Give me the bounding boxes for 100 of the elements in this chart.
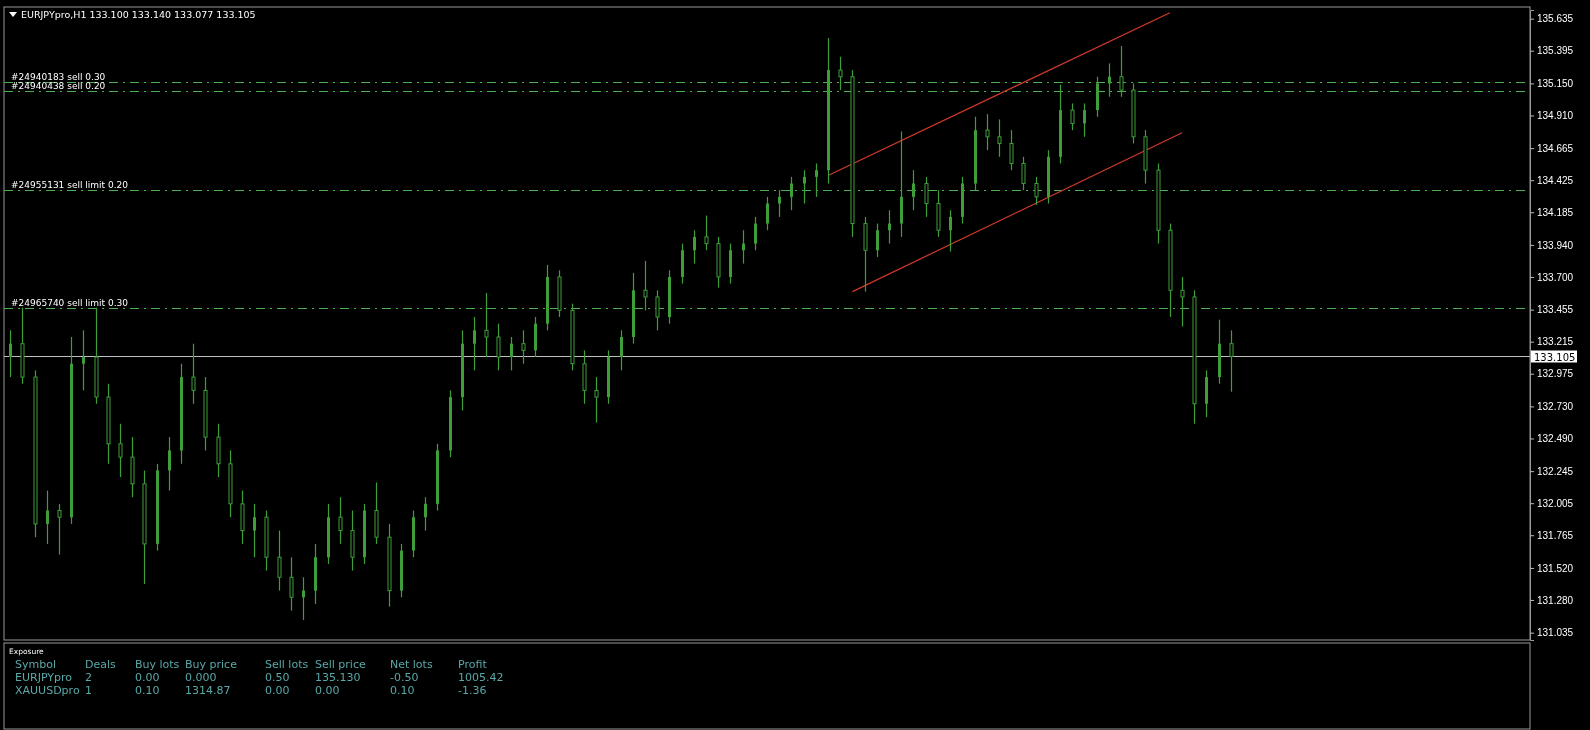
text: 0.50: [265, 671, 290, 684]
candlestick: [1205, 369, 1208, 418]
y-tick-label: 132.730: [1537, 401, 1574, 413]
candlestick: [1009, 129, 1014, 171]
candlestick: [912, 169, 915, 211]
candlestick: [803, 169, 806, 205]
ref-line-label: #24940438 sell 0.20: [11, 80, 106, 91]
text: Deals: [85, 658, 117, 671]
candlestick: [1108, 62, 1111, 98]
candlestick: [461, 329, 464, 412]
y-tick-label: 131.035: [1537, 627, 1574, 639]
chart-title: EURJPYpro,H1 133.100 133.140 133.077 133.105: [21, 9, 256, 20]
text: Sell lots: [265, 658, 309, 671]
text: 0.10: [390, 684, 415, 697]
y-tick-label: 135.395: [1537, 45, 1574, 57]
candlestick: [57, 503, 62, 556]
candlestick: [118, 423, 123, 478]
candlestick: [924, 176, 929, 218]
candlestick: [1059, 84, 1062, 165]
candlestick: [729, 242, 732, 285]
candlestick: [1229, 329, 1234, 393]
text: Buy price: [185, 658, 238, 671]
candlestick: [70, 336, 73, 525]
candlestick: [594, 376, 599, 424]
y-tick-label: 133.700: [1537, 271, 1574, 283]
candlestick: [985, 113, 990, 151]
candlestick: [620, 329, 623, 371]
candlestick: [424, 496, 427, 532]
candlestick: [681, 242, 684, 285]
candlestick: [607, 349, 610, 405]
candlestick: [473, 316, 476, 371]
text: 135.130: [315, 671, 361, 684]
candlestick: [449, 389, 452, 458]
candlestick: [643, 260, 648, 311]
y-tick-label: 131.520: [1537, 562, 1574, 574]
text: -0.50: [390, 671, 419, 684]
y-tick-label: 134.185: [1537, 206, 1574, 218]
candlestick: [888, 209, 891, 245]
y-tick-label: 134.425: [1537, 174, 1574, 186]
y-tick-label: 132.245: [1537, 465, 1574, 477]
text: 0.10: [135, 684, 160, 697]
candlestick: [693, 229, 696, 265]
y-tick-label: 134.910: [1537, 110, 1574, 122]
candlestick: [191, 343, 196, 405]
y-tick-label: 133.455: [1537, 304, 1574, 316]
candlestick: [876, 222, 879, 258]
text: Sell price: [315, 658, 366, 671]
y-tick-label: 132.005: [1537, 497, 1574, 509]
candlestick: [838, 56, 843, 91]
candlestick: [668, 269, 671, 325]
candlestick: [997, 118, 1002, 158]
candlestick: [949, 209, 952, 253]
candlestick: [1034, 176, 1039, 206]
y-tick-label: 133.215: [1537, 336, 1574, 348]
candlestick: [655, 289, 660, 331]
candlestick: [1021, 156, 1026, 191]
ref-line-label: #24955131 sell limit 0.20: [11, 179, 129, 190]
candlestick: [314, 543, 317, 605]
candlestick: [754, 216, 757, 251]
y-tick-label: 132.975: [1537, 368, 1574, 380]
candlestick: [632, 272, 635, 345]
candlestick: [180, 363, 183, 465]
candlestick: [1083, 102, 1086, 138]
text: 0.00: [315, 684, 340, 697]
candlestick: [546, 264, 549, 331]
candlestick: [766, 196, 769, 231]
text: 1: [85, 684, 92, 697]
candlestick: [815, 162, 818, 198]
candlestick: [253, 503, 256, 558]
y-tick-label: 135.150: [1537, 78, 1574, 90]
candlestick: [1119, 45, 1124, 98]
text: Profit: [458, 658, 488, 671]
candlestick: [496, 323, 501, 371]
candlestick: [1180, 276, 1185, 327]
candlestick: [82, 329, 85, 391]
candlestick: [534, 316, 537, 358]
y-tick-label: 133.940: [1537, 239, 1574, 251]
candlestick: [338, 496, 343, 545]
text: 0.00: [135, 671, 160, 684]
y-tick-label: 132.490: [1537, 433, 1574, 445]
ref-line-label: 133.105: [1534, 351, 1576, 363]
y-tick-label: 131.765: [1537, 529, 1574, 541]
candlestick: [521, 329, 526, 365]
ref-line-label: #24965740 sell limit 0.30: [11, 297, 129, 308]
text: Buy lots: [135, 658, 180, 671]
candlestick: [827, 37, 830, 185]
text: 0.000: [185, 671, 217, 684]
candlestick: [277, 529, 282, 592]
ref-line-label: #24940183 sell 0.30: [11, 71, 106, 82]
candlestick: [484, 292, 489, 358]
candlestick: [412, 509, 415, 558]
candlestick: [46, 489, 49, 545]
candlestick: [168, 436, 171, 492]
candlestick: [1070, 102, 1075, 131]
candlestick: [1096, 76, 1099, 118]
candlestick: [790, 176, 793, 211]
candlestick: [1047, 149, 1050, 205]
candlestick: [778, 189, 781, 218]
text: Symbol: [15, 658, 56, 671]
candlestick: [974, 116, 977, 191]
